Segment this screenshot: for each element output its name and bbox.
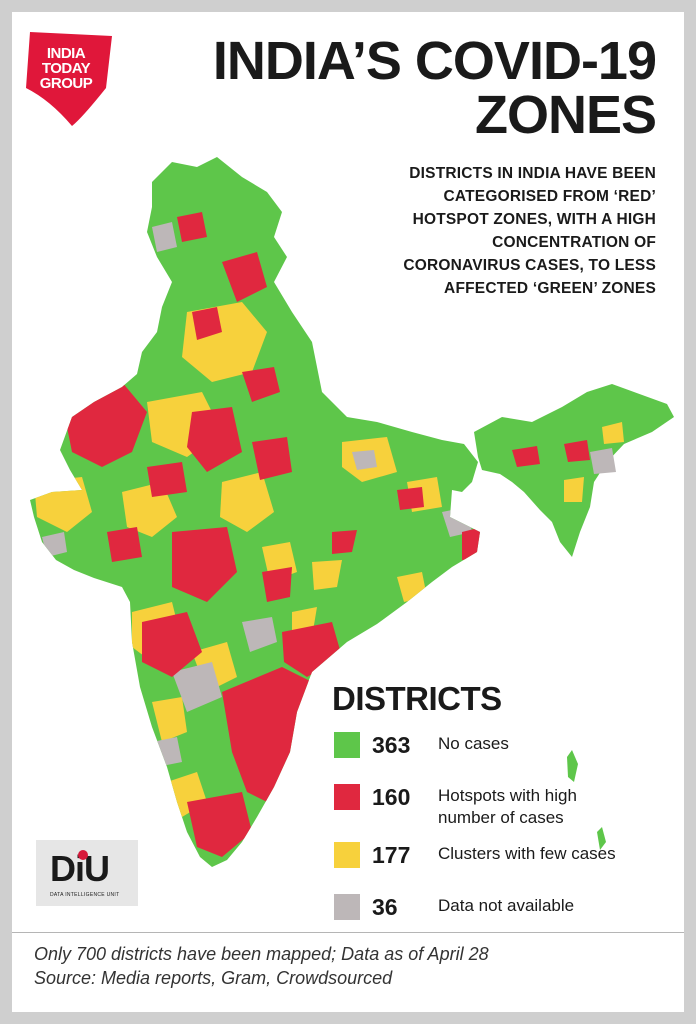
- footer-divider: [12, 932, 684, 933]
- diu-logo: DiU DATA INTELLIGENCE UNIT: [36, 840, 138, 906]
- northeast-cluster: [564, 477, 584, 502]
- subtitle-line-5: CORONAVIRUS CASES, TO LESS: [403, 257, 656, 274]
- diu-logo-dot: [78, 850, 88, 860]
- infographic-card: INDIA TODAY GROUP INDIA’S COVID-19 ZONES…: [12, 12, 684, 1012]
- india-today-group-logo: INDIA TODAY GROUP: [22, 30, 116, 126]
- island: [567, 750, 578, 782]
- legend-count: 160: [372, 784, 411, 810]
- subtitle-line-1: DISTRICTS IN INDIA HAVE BEEN: [409, 165, 656, 182]
- district-zones: [34, 212, 480, 857]
- northeast-cluster: [602, 422, 624, 444]
- legend-label-line: Clusters with few cases: [438, 844, 616, 863]
- logo-line-2: TODAY: [41, 60, 91, 77]
- legend-count: 36: [372, 894, 398, 920]
- subtitle: DISTRICTS IN INDIA HAVE BEEN CATEGORISED…: [296, 162, 656, 300]
- legend-label-line: Data not available: [438, 896, 575, 915]
- page-title: INDIA’S COVID-19 ZONES: [116, 31, 657, 145]
- footer-note: Only 700 districts have been mapped; Dat…: [34, 944, 489, 964]
- legend-title: DISTRICTS: [332, 680, 502, 717]
- diu-tagline: DATA INTELLIGENCE UNIT: [50, 892, 120, 898]
- india-district-map: [30, 157, 674, 867]
- legend-swatch-red: [334, 784, 360, 810]
- legend-item-hotspots: 160 Hotspots with high number of cases: [332, 782, 682, 840]
- subtitle-line-3: HOTSPOT ZONES, WITH A HIGH: [412, 211, 656, 228]
- legend-swatch-green: [334, 732, 360, 758]
- legend-item-no-data: 36 Data not available: [332, 892, 682, 944]
- footer-source: Source: Media reports, Gram, Crowdsource…: [34, 968, 393, 988]
- northeast-region: [474, 384, 674, 557]
- legend-item-clusters: 177 Clusters with few cases: [332, 840, 682, 892]
- subtitle-line-4: CONCENTRATION OF: [492, 234, 656, 251]
- legend-count: 177: [372, 842, 411, 868]
- legend-label: Hotspots with high number of cases: [438, 785, 678, 829]
- legend-label: Clusters with few cases: [438, 843, 678, 865]
- northeast-hotspot: [512, 446, 540, 467]
- legend-label-line: No cases: [438, 734, 509, 753]
- legend-label-line: Hotspots with high: [438, 786, 577, 805]
- legend-swatch-yellow: [334, 842, 360, 868]
- legend-label-line: number of cases: [438, 808, 564, 827]
- legend-count: 363: [372, 732, 411, 758]
- northeast-hotspot: [564, 440, 590, 462]
- legend: DISTRICTS 363 No cases 160 Hotspots with…: [332, 680, 682, 944]
- red-hotspot-zones: [62, 212, 480, 857]
- logo-line-3: GROUP: [39, 75, 93, 92]
- logo-line-1: INDIA: [46, 45, 86, 62]
- legend-item-no-cases: 363 No cases: [332, 730, 682, 782]
- legend-label: No cases: [438, 733, 678, 755]
- subtitle-line-6: AFFECTED ‘GREEN’ ZONES: [444, 280, 656, 297]
- subtitle-line-2: CATEGORISED FROM ‘RED’: [443, 188, 656, 205]
- title-line-2: ZONES: [474, 85, 657, 145]
- footer-notes: Only 700 districts have been mapped; Dat…: [34, 942, 674, 990]
- island: [597, 827, 606, 850]
- northeast-no-data: [590, 448, 616, 474]
- legend-label: Data not available: [438, 895, 678, 917]
- title-line-1: INDIA’S COVID-19: [212, 31, 657, 91]
- legend-swatch-grey: [334, 894, 360, 920]
